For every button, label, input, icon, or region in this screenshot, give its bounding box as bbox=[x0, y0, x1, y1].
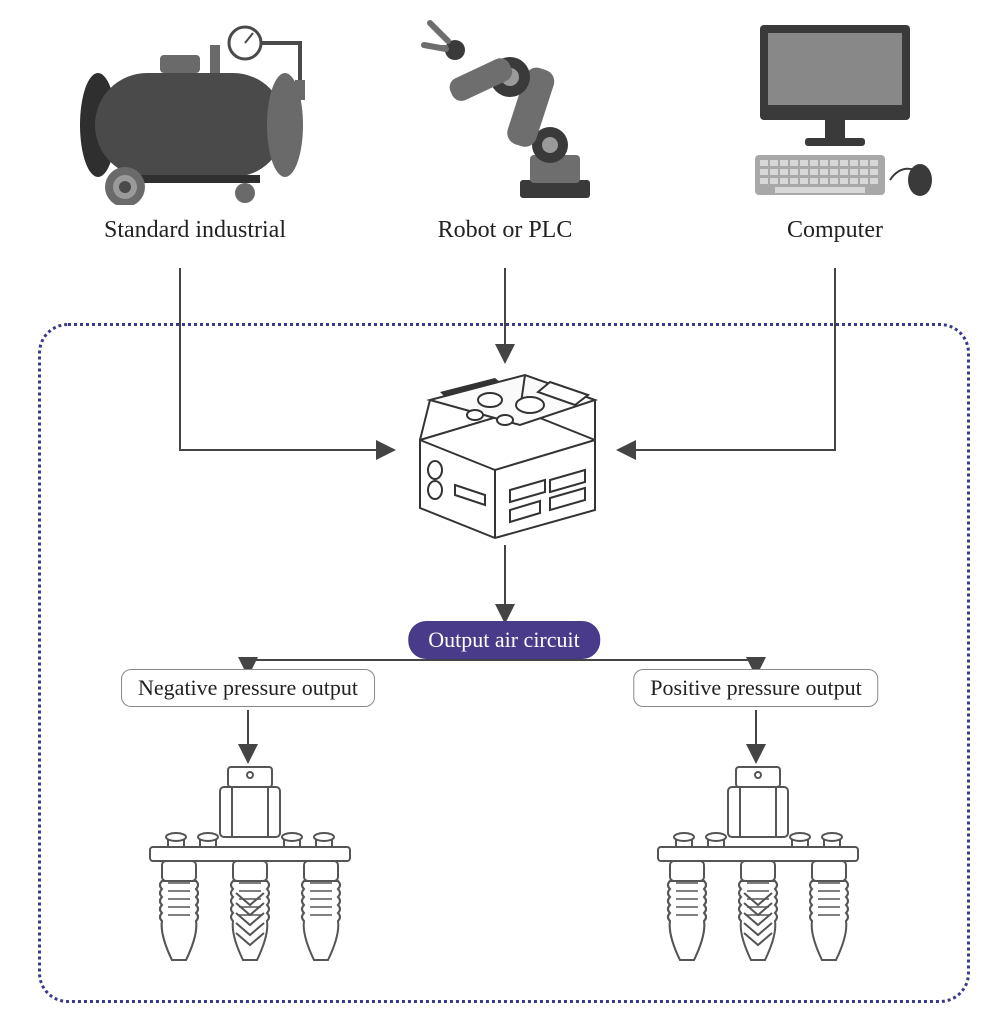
robot-arm-icon bbox=[410, 15, 600, 205]
diagram-canvas: Standard industrial bbox=[0, 0, 1008, 1036]
output-air-badge: Output air circuit bbox=[408, 621, 600, 659]
neg-pressure-badge: Negative pressure output bbox=[121, 669, 375, 707]
pos-pressure-badge: Positive pressure output bbox=[633, 669, 878, 707]
controller-icon bbox=[400, 370, 610, 540]
compressor-icon bbox=[70, 15, 320, 205]
robot-node: Robot or PLC bbox=[410, 15, 600, 244]
computer-node: Computer bbox=[730, 15, 940, 244]
compressor-node: Standard industrial bbox=[70, 15, 320, 244]
gripper-right-icon bbox=[648, 765, 868, 975]
computer-icon bbox=[730, 15, 940, 205]
robot-label: Robot or PLC bbox=[410, 217, 600, 244]
gripper-left-icon bbox=[140, 765, 360, 975]
compressor-label: Standard industrial bbox=[70, 217, 320, 244]
input-row: Standard industrial bbox=[0, 15, 1008, 265]
computer-label: Computer bbox=[730, 217, 940, 244]
